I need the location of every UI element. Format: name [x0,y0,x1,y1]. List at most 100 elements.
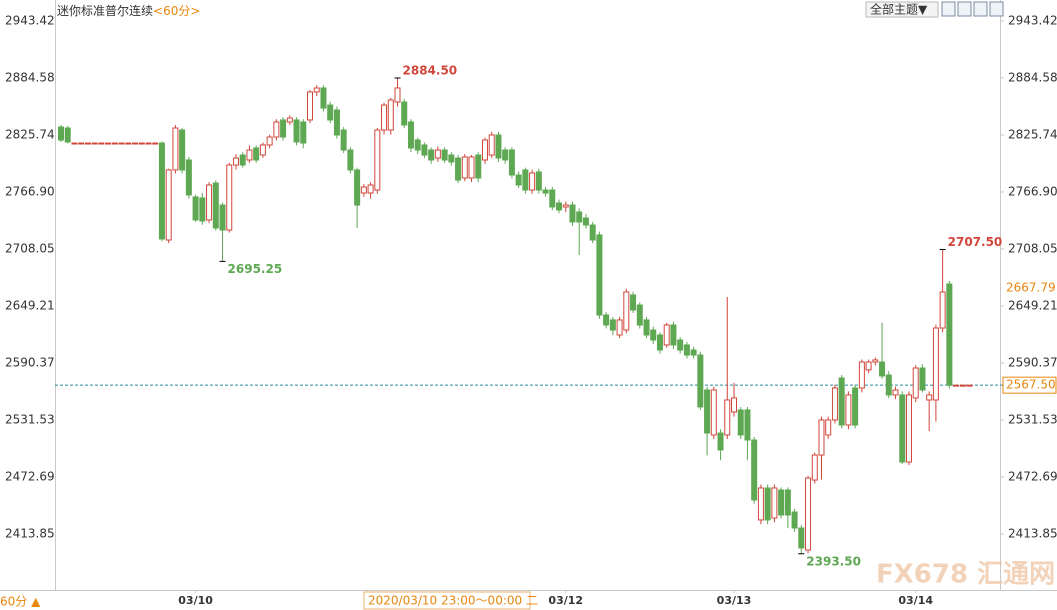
candle-body [670,324,677,346]
candle-body [751,439,758,501]
candle-body [529,172,536,191]
candle-body [636,304,643,326]
candle-body [246,149,253,161]
candle-body [91,142,98,145]
candle-body [731,397,737,413]
candle-body [313,87,320,93]
candle-body [428,149,435,161]
candle-body [192,196,199,221]
candle-body [199,197,206,222]
y-tick-label-right: 2884.58 [1008,70,1057,84]
candle-body [333,109,340,136]
candle-body [172,127,179,171]
candle-body [280,119,287,138]
candle-body [818,419,825,456]
candle-body [616,319,623,336]
candle-body [185,159,192,196]
candle-body [354,169,361,206]
candle-body [475,154,482,179]
x-tick-label: 03/13 [717,594,752,607]
candle-body [307,91,314,121]
theme-button[interactable] [865,1,939,18]
candle-body [704,389,711,434]
period-selector[interactable]: 60分 ▲ [0,595,41,609]
candle-body [677,339,684,351]
candle-body [932,327,939,401]
candle-body [771,487,778,519]
candle-body [387,99,394,131]
y-tick-label-right: 2708.05 [1008,241,1057,255]
candle-body [589,224,596,241]
candle-body [852,387,859,426]
candle-body [919,367,926,391]
icon-button[interactable] [989,1,1004,17]
candle-body [293,119,300,143]
y-tick-label-left: 2413.85 [5,527,55,541]
candle-body [535,171,542,191]
candle-body [966,384,973,387]
last-price-label: 2567.50 [1006,378,1056,392]
candle-body [118,142,125,145]
last-price-box [1002,376,1057,394]
candle-body [414,139,421,151]
candle-body [885,374,892,396]
y-tick-label-right: 2531.53 [1008,413,1057,427]
theme-button-label[interactable]: 全部主题▼ [870,2,928,17]
period-subtitle: <60分> [153,4,200,18]
candle-body [434,149,441,159]
watermark: FX678 汇通网 [876,560,1055,590]
x-tick-label: 03/12 [548,594,583,607]
candle-body [461,156,468,179]
candle-body [650,329,657,341]
candle-body [259,144,266,156]
candle-body [744,409,751,441]
candle-body [125,142,132,145]
candle-body [569,204,576,223]
icon-button[interactable] [973,1,988,17]
candle-body [273,121,280,138]
candle-body [522,169,529,191]
icon-button[interactable] [941,1,956,17]
candle-body [219,204,226,231]
candle-body [953,384,960,387]
candle-body [757,487,764,521]
candle-body [98,142,105,145]
candle-body [805,477,812,551]
candle-body [710,389,717,436]
crosshair-label: 2020/03/10 23:00～00:00 二 [368,594,538,608]
candle-body [845,394,852,426]
candle-body [737,409,744,436]
candle-body [576,211,583,223]
toolbar-icons [941,1,1004,17]
candle-body [158,142,165,240]
candle-body [381,104,388,131]
extreme-label: 2707.50 [948,235,1003,249]
candle-body [892,389,899,396]
candle-body [347,149,354,171]
candle-body [542,189,549,194]
candle-body [253,147,260,161]
title-text: 迷你标准普尔连续 [57,3,153,18]
candle-body [206,184,213,221]
y-tick-label-right: 2413.85 [1008,527,1057,541]
candle-body [300,121,307,144]
extreme-label: 2695.25 [228,262,283,276]
chart-title: 迷你标准普尔连续<60分> [57,3,200,18]
candle-body [286,117,293,123]
candle-body [401,101,408,126]
candle-body [78,142,85,145]
candle-body [764,487,771,521]
candle-body [825,419,832,436]
candle-body [549,189,556,208]
candle-body [132,142,139,145]
candle-body [872,359,879,363]
candle-body [556,202,563,211]
candle-body [421,144,428,156]
y-tick-label-right: 2943.42 [1008,13,1057,27]
candle-body [596,234,603,316]
y-tick-label-right: 2825.74 [1008,127,1057,141]
icon-button[interactable] [957,1,972,17]
candle-body [145,142,152,145]
candle-body [717,432,724,451]
